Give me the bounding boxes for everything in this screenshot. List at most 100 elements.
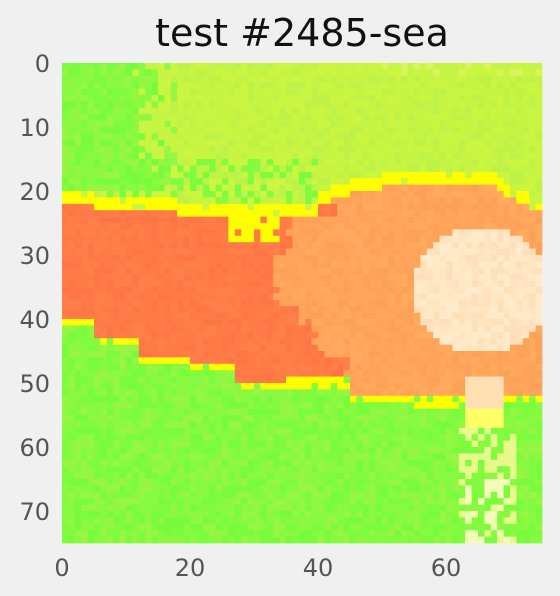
heatmap-cell xyxy=(158,363,165,371)
heatmap-cell xyxy=(446,178,453,185)
heatmap-cell xyxy=(369,88,376,96)
heatmap-cell xyxy=(510,248,517,256)
heatmap-cell xyxy=(375,152,383,160)
heatmap-cell xyxy=(465,133,472,141)
heatmap-cell xyxy=(458,101,466,109)
heatmap-cell xyxy=(535,223,543,230)
heatmap-cell xyxy=(100,312,108,320)
heatmap-cell xyxy=(311,402,319,409)
heatmap-cell xyxy=(164,95,172,102)
heatmap-cell xyxy=(446,453,453,461)
heatmap-cell xyxy=(337,165,344,173)
heatmap-cell xyxy=(452,210,460,217)
heatmap-cell xyxy=(503,210,511,217)
heatmap-cell xyxy=(490,267,498,275)
heatmap-cell xyxy=(273,293,280,301)
heatmap-cell xyxy=(68,229,76,237)
heatmap-cell xyxy=(298,229,306,237)
heatmap-cell xyxy=(202,274,210,281)
heatmap-cell xyxy=(279,235,287,243)
heatmap-cell xyxy=(196,210,204,217)
heatmap-cell xyxy=(439,408,447,416)
heatmap-cell xyxy=(266,107,274,115)
heatmap-cell xyxy=(426,146,434,153)
heatmap-cell xyxy=(87,114,95,121)
heatmap-cell xyxy=(446,402,453,409)
heatmap-cell xyxy=(318,370,325,377)
heatmap-cell xyxy=(490,210,498,217)
heatmap-cell xyxy=(68,319,76,326)
heatmap-cell xyxy=(311,280,319,288)
heatmap-cell xyxy=(337,267,344,275)
heatmap-cell xyxy=(452,133,460,141)
heatmap-cell xyxy=(433,421,440,429)
heatmap-cell xyxy=(196,402,204,409)
heatmap-cell xyxy=(151,69,159,77)
heatmap-cell xyxy=(196,63,204,70)
heatmap-cell xyxy=(343,434,351,441)
heatmap-cell xyxy=(529,69,536,77)
heatmap-cell xyxy=(74,120,82,128)
heatmap-cell xyxy=(426,184,434,192)
heatmap-cell xyxy=(401,184,408,192)
heatmap-cell xyxy=(369,472,376,480)
heatmap-cell xyxy=(362,421,370,429)
heatmap-cell xyxy=(503,184,511,192)
heatmap-cell xyxy=(68,216,76,224)
heatmap-cell xyxy=(145,306,152,313)
heatmap-cell xyxy=(433,95,440,102)
heatmap-cell xyxy=(260,395,268,403)
heatmap-cell xyxy=(222,427,229,435)
heatmap-cell xyxy=(394,101,402,109)
heatmap-cell xyxy=(401,165,408,173)
heatmap-cell xyxy=(286,159,293,166)
heatmap-cell xyxy=(151,370,159,377)
heatmap-cell xyxy=(132,293,140,301)
heatmap-cell xyxy=(452,63,460,70)
heatmap-cell xyxy=(414,472,421,480)
heatmap-cell xyxy=(254,191,261,198)
heatmap-cell xyxy=(126,370,133,377)
heatmap-cell xyxy=(119,127,127,134)
heatmap-cell xyxy=(324,280,332,288)
heatmap-cell xyxy=(260,203,268,211)
heatmap-cell xyxy=(158,203,165,211)
heatmap-cell xyxy=(356,120,364,128)
heatmap-cell xyxy=(318,95,325,102)
heatmap-cell xyxy=(94,293,101,301)
heatmap-cell xyxy=(138,152,146,160)
heatmap-cell xyxy=(286,152,293,160)
heatmap-cell xyxy=(247,95,255,102)
heatmap-cell xyxy=(330,312,338,320)
heatmap-cell xyxy=(311,146,319,153)
heatmap-cell xyxy=(202,447,210,454)
heatmap-cell xyxy=(484,75,492,83)
heatmap-cell xyxy=(145,223,152,230)
heatmap-cell xyxy=(458,248,466,256)
heatmap-cell xyxy=(279,293,287,301)
heatmap-cell xyxy=(209,312,216,320)
heatmap-cell xyxy=(330,402,338,409)
heatmap-cell xyxy=(170,165,178,173)
heatmap-cell xyxy=(343,402,351,409)
heatmap-cell xyxy=(484,479,492,486)
heatmap-cell xyxy=(132,402,140,409)
heatmap-cell xyxy=(215,479,223,486)
heatmap-cell xyxy=(228,376,236,384)
heatmap-cell xyxy=(362,299,370,307)
heatmap-cell xyxy=(106,165,114,173)
heatmap-cell xyxy=(522,107,530,115)
heatmap-cell xyxy=(170,440,178,448)
heatmap-cell xyxy=(260,120,268,128)
heatmap-cell xyxy=(350,139,357,147)
heatmap-cell xyxy=(100,210,108,217)
heatmap-cell xyxy=(478,229,485,237)
heatmap-cell xyxy=(503,159,511,166)
heatmap-cell xyxy=(394,331,402,339)
heatmap-cell xyxy=(375,178,383,185)
heatmap-cell xyxy=(394,312,402,320)
heatmap-cell xyxy=(228,101,236,109)
heatmap-cell xyxy=(138,434,146,441)
heatmap-cell xyxy=(465,325,472,333)
heatmap-cell xyxy=(254,453,261,461)
